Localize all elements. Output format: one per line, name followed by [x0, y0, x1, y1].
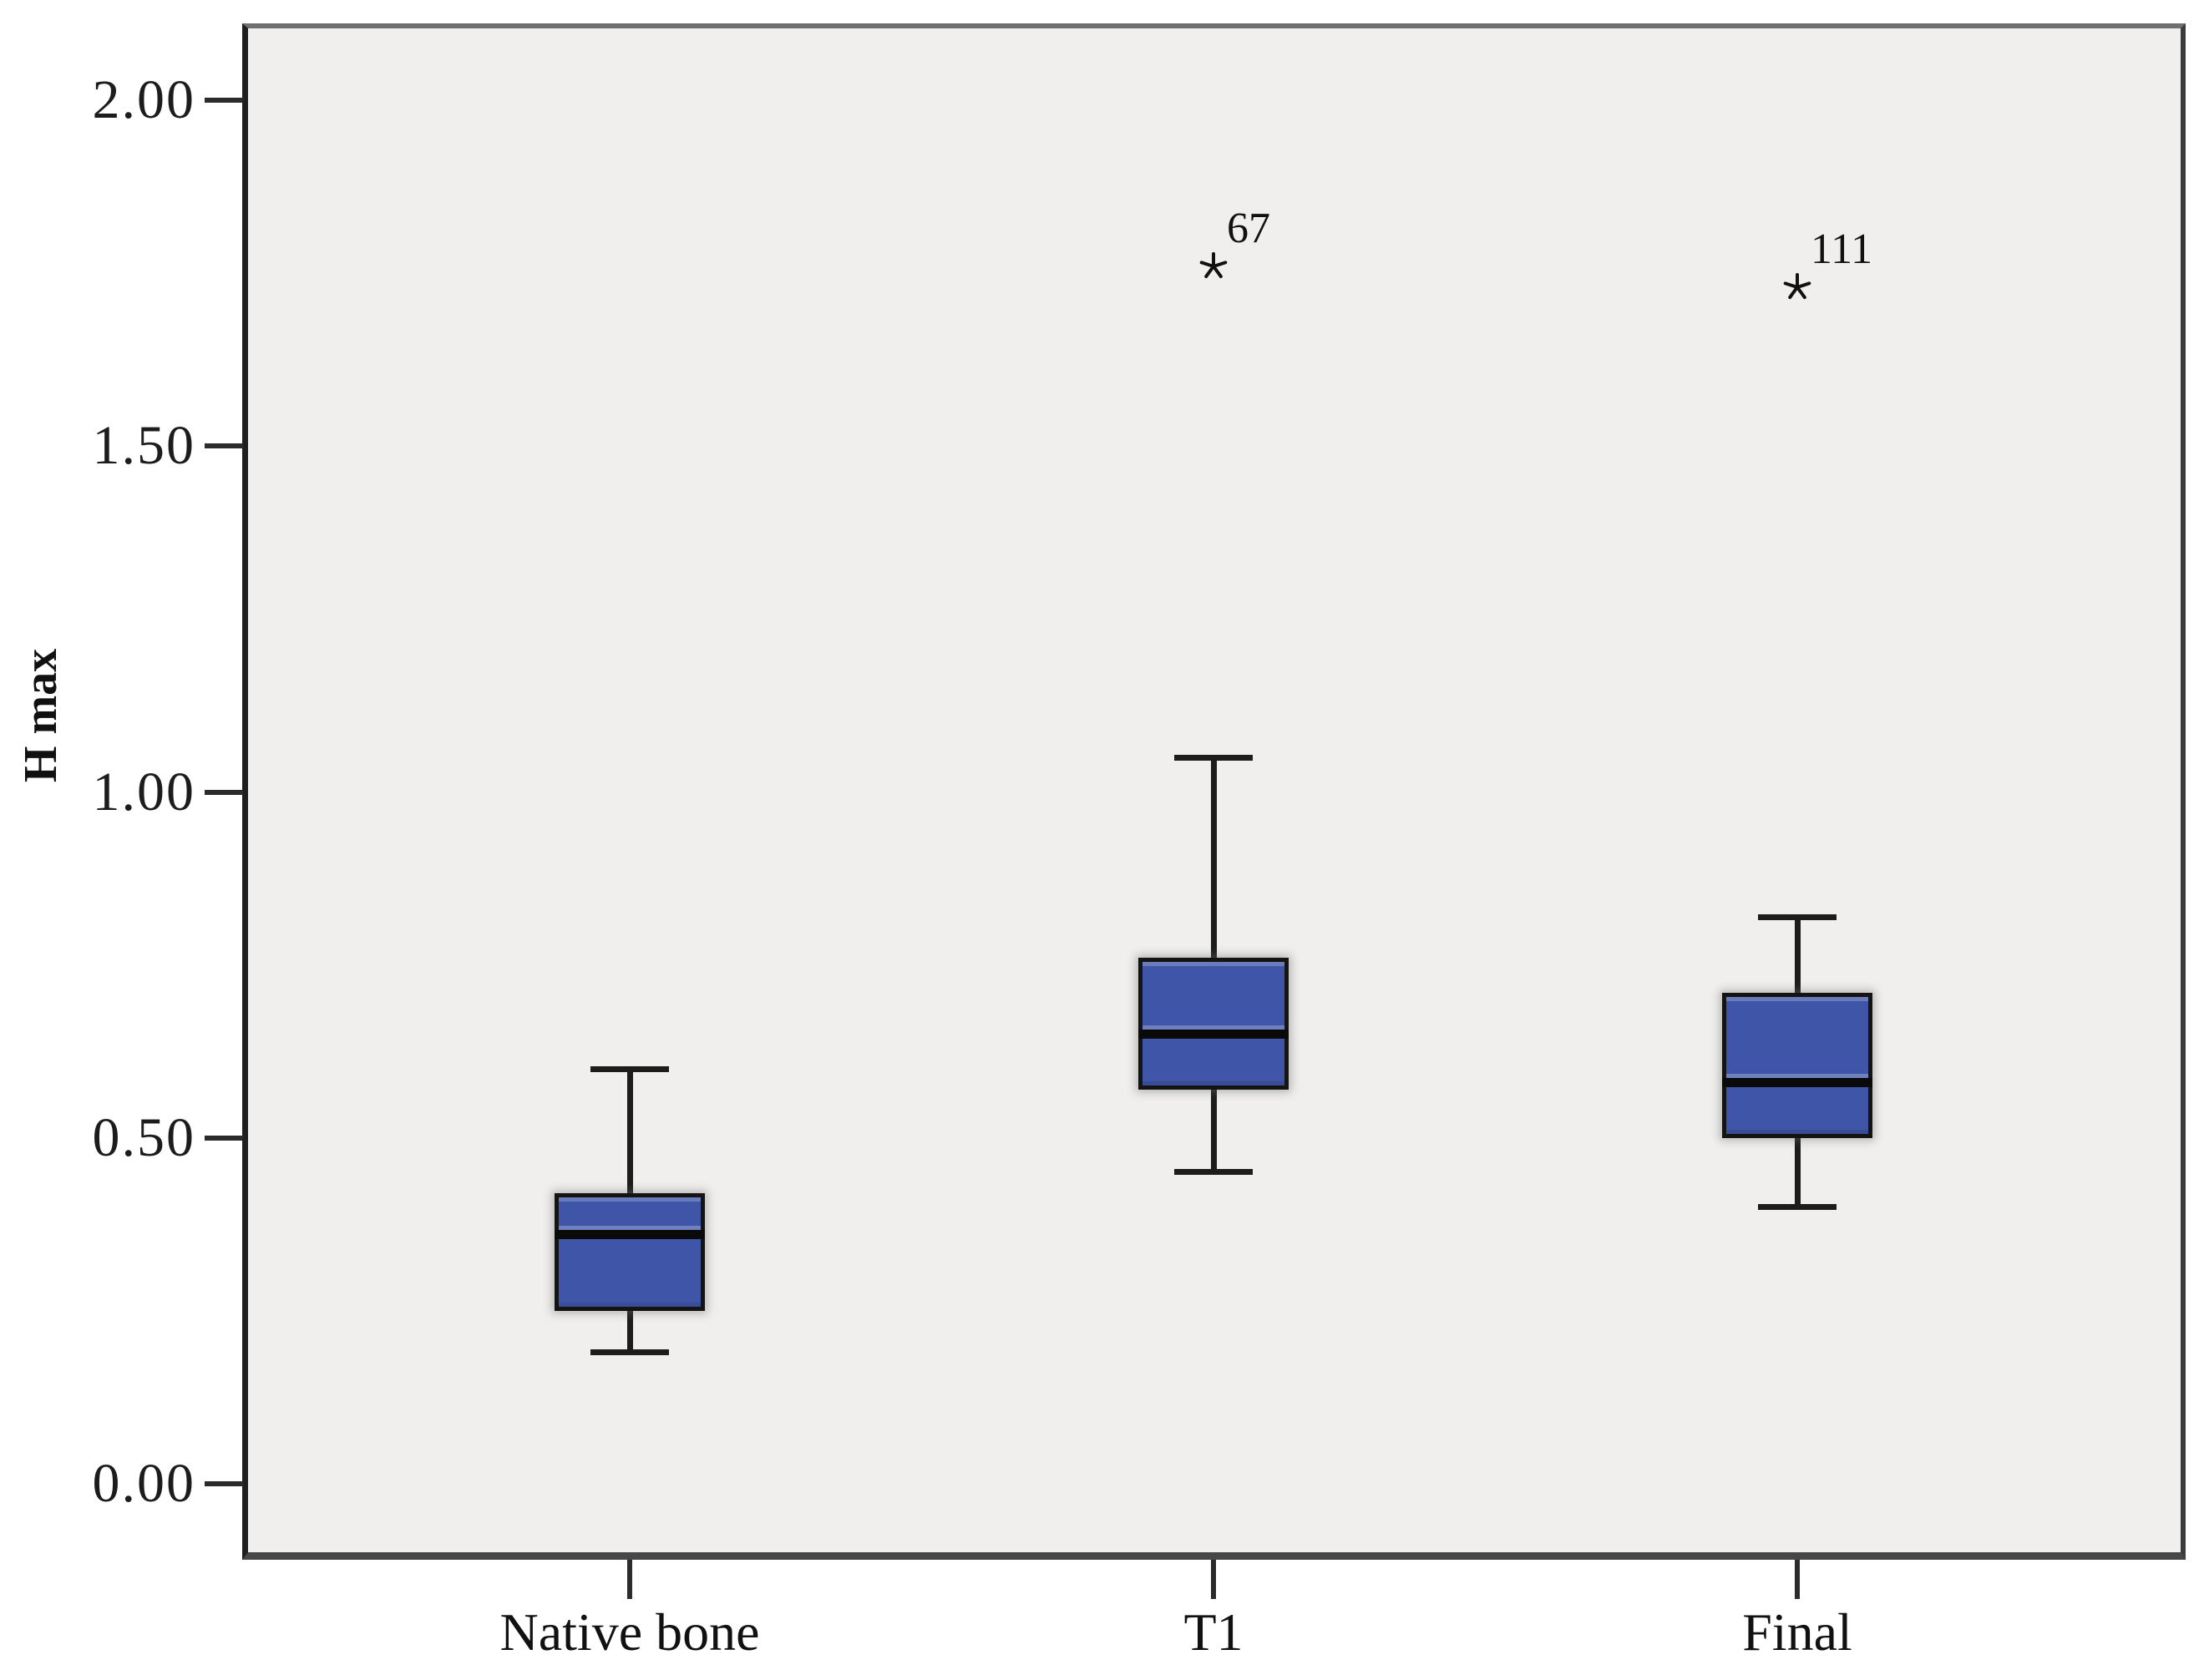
median-highlight — [559, 1226, 701, 1231]
box — [1722, 992, 1872, 1138]
x-axis-category-label: Final — [1742, 1602, 1852, 1662]
upper-whisker-cap — [1758, 913, 1837, 920]
outlier-star-marker — [1197, 250, 1230, 283]
median-line — [1722, 1077, 1872, 1087]
outlier-star-marker — [1781, 271, 1814, 304]
lower-whisker-line — [626, 1310, 633, 1353]
star-icon — [1783, 272, 1811, 299]
y-axis-tick — [205, 443, 243, 449]
x-axis-category-label: T1 — [1183, 1602, 1244, 1662]
lower-whisker-cap — [1758, 1203, 1837, 1210]
star-icon — [1199, 251, 1228, 278]
y-axis-tick — [205, 1135, 243, 1141]
upper-whisker-line — [626, 1068, 633, 1194]
outlier-case-label: 111 — [1811, 225, 1873, 273]
y-axis-tick — [205, 1481, 243, 1486]
y-axis-tick — [205, 98, 243, 103]
y-axis-tick — [205, 789, 243, 795]
box — [555, 1193, 705, 1311]
y-axis-tick-label: 0.50 — [92, 1106, 195, 1168]
upper-whisker-line — [1210, 757, 1217, 959]
lower-whisker-cap — [1174, 1169, 1253, 1176]
x-axis-category-label: Native bone — [499, 1602, 760, 1662]
x-axis-tick — [1211, 1560, 1216, 1599]
outlier-case-label: 67 — [1227, 204, 1270, 252]
upper-whisker-cap — [1174, 755, 1253, 762]
y-axis-tick-label: 1.50 — [92, 415, 195, 477]
y-axis-tick-label: 2.00 — [92, 69, 195, 130]
lower-whisker-cap — [590, 1349, 669, 1355]
lower-whisker-line — [1210, 1089, 1217, 1173]
upper-whisker-line — [1794, 916, 1801, 993]
upper-whisker-cap — [590, 1065, 669, 1072]
y-axis-tick-label: 0.00 — [92, 1453, 195, 1514]
median-highlight — [1142, 1025, 1284, 1030]
lower-whisker-line — [1794, 1137, 1801, 1207]
y-axis-tick-label: 1.00 — [92, 761, 195, 822]
y-axis-title: H max — [15, 648, 67, 783]
box — [1138, 958, 1289, 1090]
median-line — [1138, 1029, 1289, 1039]
x-axis-tick — [1795, 1560, 1800, 1599]
median-line — [555, 1230, 705, 1240]
median-highlight — [1726, 1073, 1868, 1078]
x-axis-tick — [627, 1560, 632, 1599]
